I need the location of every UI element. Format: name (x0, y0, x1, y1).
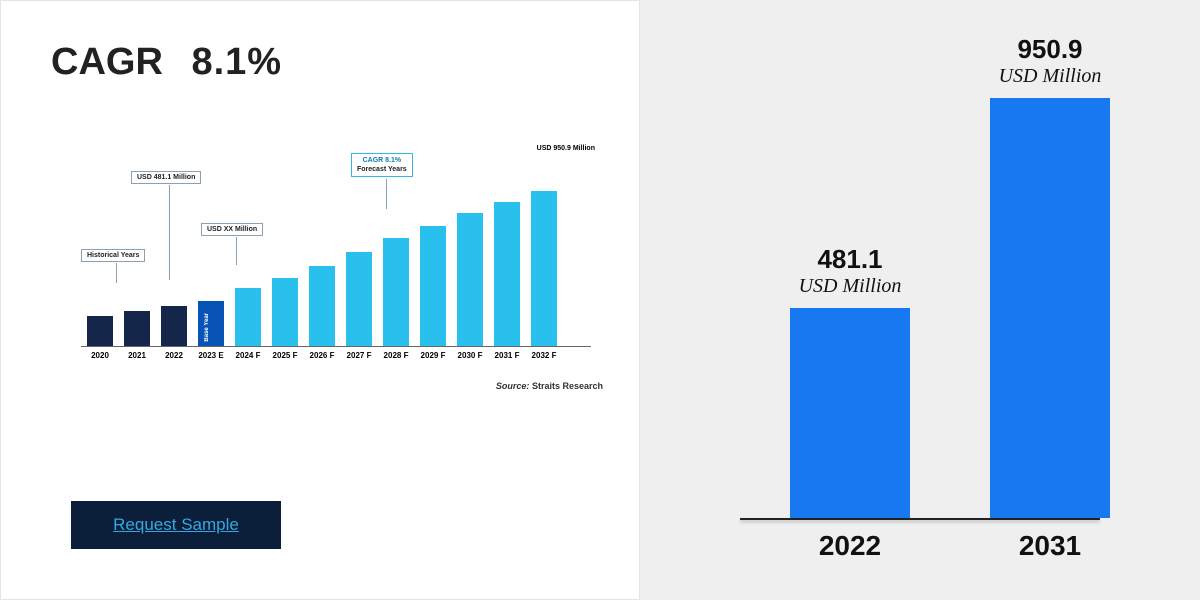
request-sample-label: Request Sample (113, 515, 239, 535)
mini-x-label: 2032 F (531, 351, 557, 371)
mini-x-label: 2031 F (494, 351, 520, 371)
comparison-bar (790, 308, 910, 518)
mini-x-label: 2028 F (383, 351, 409, 371)
mini-bar (161, 306, 187, 346)
mini-x-label: 2025 F (272, 351, 298, 371)
cagr-value: 8.1% (191, 41, 282, 83)
mini-x-axis (81, 346, 591, 347)
mini-x-label: 2020 (87, 351, 113, 371)
base-year-label: Base Year (204, 313, 210, 342)
mini-bar (383, 238, 409, 346)
source-label: Source: (496, 381, 530, 391)
callout-cagr-line1: CAGR 8.1% (357, 156, 407, 165)
mini-bar (87, 316, 113, 346)
mini-bar (346, 252, 372, 346)
source-attribution: Source: Straits Research (496, 381, 603, 391)
mini-bar (235, 288, 261, 346)
mini-bar (272, 278, 298, 346)
mini-bar (124, 311, 150, 346)
right-panel: 2022 481.1USD Million 2031 950.9USD Million (640, 0, 1200, 600)
mini-bar-chart: Historical Years USD 481.1 Million USD X… (81, 151, 591, 371)
mini-x-label: 2026 F (309, 351, 335, 371)
mini-x-label: 2023 E (198, 351, 224, 371)
big-baseline (740, 518, 1100, 520)
callout-cagr-line2: Forecast Years (357, 165, 407, 174)
mini-bar (420, 226, 446, 346)
cagr-label: CAGR (51, 41, 163, 83)
mini-bar: Base Year (198, 301, 224, 346)
request-sample-button[interactable]: Request Sample (71, 501, 281, 549)
left-panel: CAGR 8.1% Historical Years USD 481.1 Mil… (0, 0, 640, 600)
cagr-title: CAGR 8.1% (51, 41, 282, 84)
mini-bar (494, 202, 520, 346)
mini-x-label: 2029 F (420, 351, 446, 371)
mini-x-label: 2027 F (346, 351, 372, 371)
mini-x-label: 2022 (161, 351, 187, 371)
mini-bar (309, 266, 335, 346)
comparison-year-label: 2031 (980, 530, 1120, 562)
end-value-label: USD 950.9 Million (537, 145, 595, 152)
mini-x-labels: 2020 2021 2022 2023 E 2024 F 2025 F 2026 F 2027… (81, 351, 591, 371)
comparison-year-label: 2022 (780, 530, 920, 562)
mini-x-label: 2030 F (457, 351, 483, 371)
mini-bar (531, 191, 557, 346)
comparison-value-label: 950.9USD Million (950, 34, 1150, 88)
source-value: Straits Research (532, 381, 603, 391)
mini-bars-container: Base Year (81, 176, 591, 346)
callout-cagr-forecast: CAGR 8.1% Forecast Years (351, 153, 413, 177)
comparison-value-label: 481.1USD Million (750, 244, 950, 298)
comparison-bar-chart: 2022481.1USD Million2031950.9USD Million (700, 20, 1140, 580)
mini-bar (457, 213, 483, 346)
mini-x-label: 2021 (124, 351, 150, 371)
comparison-bar (990, 98, 1110, 518)
mini-x-label: 2024 F (235, 351, 261, 371)
